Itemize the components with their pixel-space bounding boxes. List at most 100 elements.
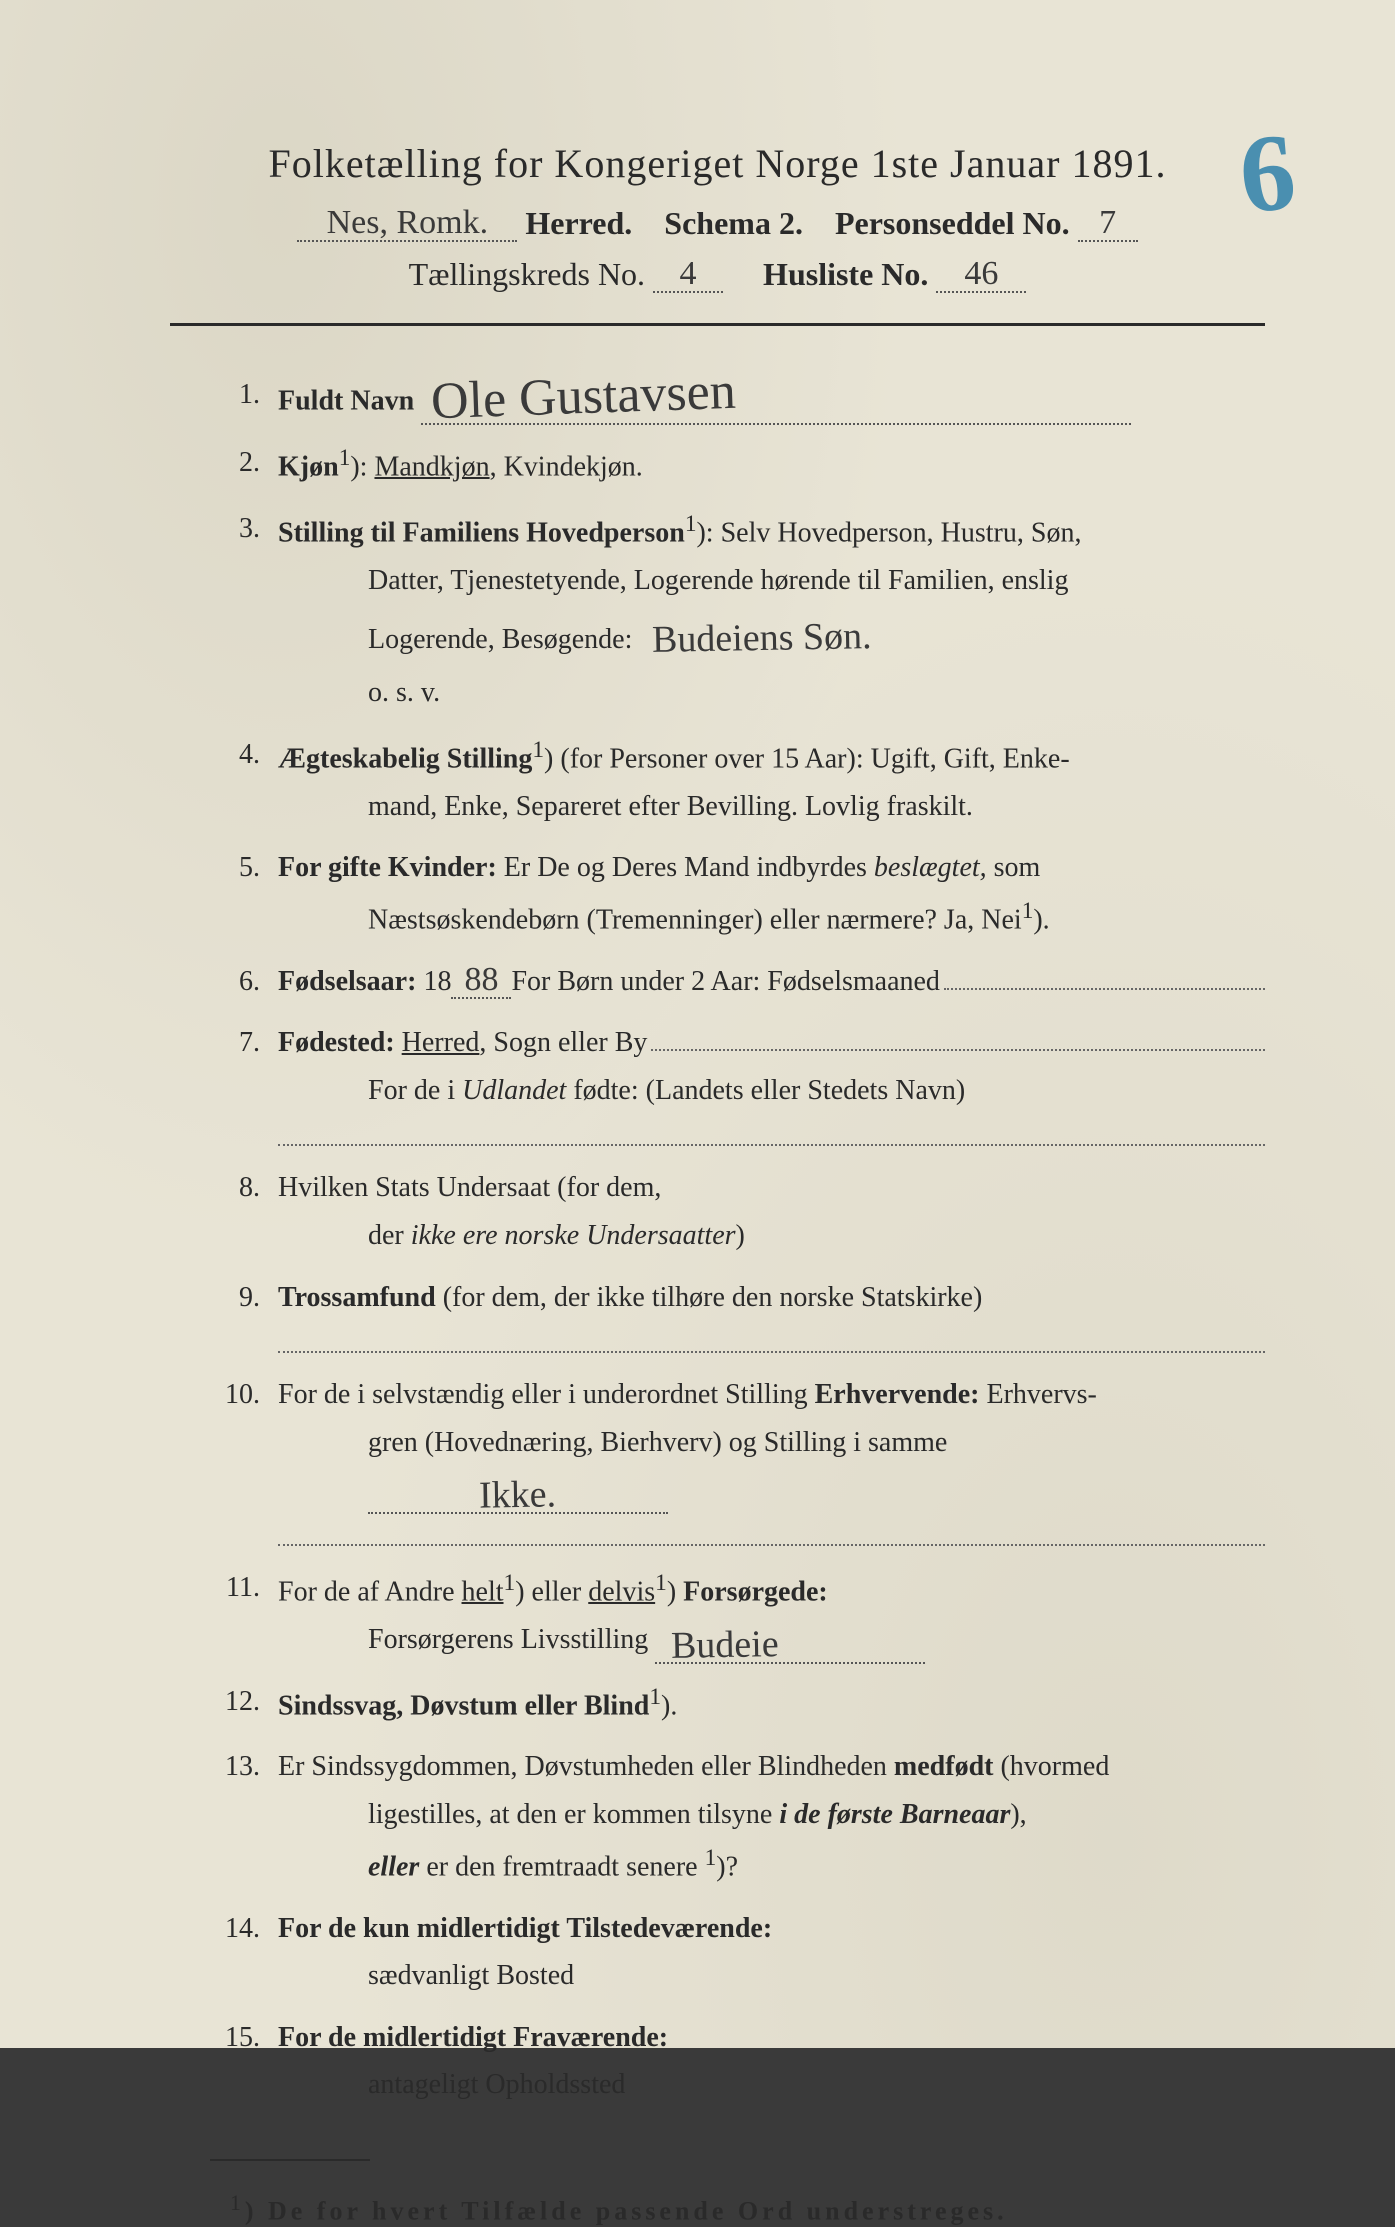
entry-3-line4: o. s. v. [278, 669, 1265, 717]
entry-12: 12. Sindssvag, Døvstum eller Blind1). [190, 1678, 1265, 1730]
entry-3-sup: 1 [685, 511, 697, 537]
entry-1: 1. Fuldt Navn Ole Gustavsen [190, 371, 1265, 425]
entry-13: 13. Er Sindssygdommen, Døvstumheden elle… [190, 1743, 1265, 1890]
entry-num-2: 2. [190, 439, 278, 487]
footnote-divider [210, 2159, 370, 2161]
entry-4-sup: 1 [532, 737, 544, 763]
entry-num-10: 10. [190, 1371, 278, 1419]
entry-3: 3. Stilling til Familiens Hovedperson1):… [190, 505, 1265, 717]
entry-3-rest: ): Selv Hovedperson, Hustru, Søn, [696, 517, 1081, 548]
entry-num-11: 11. [190, 1564, 278, 1612]
entry-13-1c: (hvormed [993, 1751, 1109, 1782]
entry-11-u1: helt [462, 1576, 504, 1607]
entry-12-sup: 1 [649, 1684, 661, 1710]
entry-3-line2: Datter, Tjenestetyende, Logerende hørend… [278, 557, 1265, 605]
entry-13-3ital: eller [368, 1851, 419, 1882]
entry-2-label: Kjøn [278, 451, 339, 482]
entry-6-label: Fødselsaar: [278, 958, 416, 1006]
entry-11-a: For de af Andre [278, 1576, 462, 1607]
entry-7-line2b: fødte: (Landets eller Stedets Navn) [566, 1075, 965, 1106]
entry-num-5: 5. [190, 844, 278, 892]
husliste-label: Husliste No. [763, 256, 928, 292]
entry-6-rest: For Børn under 2 Aar: Fødselsmaaned [511, 958, 940, 1006]
entry-11-line2: Forsørgerens Livsstilling [368, 1624, 648, 1655]
entry-9-label: Trossamfund [278, 1282, 436, 1313]
entry-14-label: For de kun midlertidigt Tilstedeværende: [278, 1913, 772, 1944]
entry-13-1b: medfødt [894, 1751, 994, 1782]
entry-2-opts-rest: , Kvindekjøn. [490, 451, 643, 482]
entry-num-4: 4. [190, 731, 278, 779]
entry-11-bold: Forsørgede: [683, 1576, 828, 1607]
entry-13-sup: 1 [705, 1845, 717, 1871]
entry-num-9: 9. [190, 1274, 278, 1322]
entry-10-line1c: Erhvervs- [979, 1379, 1096, 1410]
entry-8: 8. Hvilken Stats Undersaat (for dem, der… [190, 1164, 1265, 1259]
entry-11-b: ) eller [515, 1576, 588, 1607]
entry-8-line1: Hvilken Stats Undersaat (for dem, [278, 1172, 661, 1203]
entry-2: 2. Kjøn1): Mandkjøn, Kvindekjøn. [190, 439, 1265, 491]
entry-7-rest: , Sogn eller By [479, 1019, 647, 1067]
entry-9-blank [278, 1325, 1265, 1353]
kreds-value: 4 [680, 255, 697, 292]
entry-10: 10. For de i selvstændig eller i underor… [190, 1371, 1265, 1550]
entry-2-underlined: Mandkjøn [374, 451, 489, 482]
entry-13-2a: ligestilles, at den er kommen tilsyne [368, 1799, 779, 1830]
entry-3-label: Stilling til Familiens Hovedperson [278, 517, 685, 548]
entry-9: 9. Trossamfund (for dem, der ikke tilhør… [190, 1274, 1265, 1358]
entry-5-label: For gifte Kvinder: [278, 852, 497, 883]
entry-4: 4. Ægteskabelig Stilling1) (for Personer… [190, 731, 1265, 831]
entry-num-13: 13. [190, 1743, 278, 1791]
census-form-page: 6 Folketælling for Kongeriget Norge 1ste… [0, 0, 1395, 2048]
entry-13-2b: ), [1010, 1799, 1026, 1830]
entry-5-line2: Næstsøskendebørn (Tremenninger) eller næ… [368, 904, 1022, 935]
entry-11-hw: Budeie [665, 1624, 785, 1664]
entry-12-text: Sindssvag, Døvstum eller Blind [278, 1690, 649, 1721]
entry-12-rest: ). [661, 1690, 677, 1721]
husliste-value: 46 [964, 255, 998, 292]
entry-14-line2: sædvanligt Bosted [368, 1960, 574, 1991]
entry-5: 5. For gifte Kvinder: Er De og Deres Man… [190, 844, 1265, 944]
entry-num-8: 8. [190, 1164, 278, 1212]
entry-9-rest: (for dem, der ikke tilhøre den norske St… [436, 1282, 983, 1313]
entry-num-6: 6. [190, 958, 278, 1006]
entry-11-u2: delvis [588, 1576, 655, 1607]
header-line-3: Tællingskreds No. 4 Husliste No. 46 [170, 256, 1265, 293]
form-entries: 1. Fuldt Navn Ole Gustavsen 2. Kjøn1): M… [170, 371, 1265, 2109]
entry-6-year-prefix: 18 [423, 958, 451, 1006]
entry-10-line1b: Erhvervende: [815, 1379, 980, 1410]
personseddel-value: 7 [1099, 204, 1116, 241]
footnote-text: ) De for hvert Tilfælde passende Ord und… [245, 2197, 1008, 2226]
entry-8-ital: ikke ere norske Undersaatter [411, 1220, 736, 1251]
entry-num-1: 1. [190, 371, 278, 419]
page-corner-number: 6 [1235, 108, 1301, 239]
entry-5-rest2: som [987, 852, 1041, 883]
personseddel-label: Personseddel No. [835, 205, 1070, 241]
entry-15-label: For de midlertidigt Fraværende: [278, 2022, 668, 2053]
header-line-2: Nes, Romk. Herred. Schema 2. Personsedde… [170, 205, 1265, 242]
entry-5-sup: 1 [1022, 898, 1034, 924]
entry-7-label: Fødested: [278, 1019, 395, 1067]
entry-3-hw: Budeiens Søn. [646, 604, 879, 673]
entry-11-sup2: 1 [655, 1570, 667, 1596]
entry-3-line3a: Logerende, Besøgende: [368, 624, 632, 655]
entry-7-und: Herred [402, 1019, 480, 1067]
herred-value: Nes, Romk. [327, 204, 489, 241]
entry-11-sup1: 1 [504, 1570, 516, 1596]
entry-13-2ital: i de første Barneaar [779, 1799, 1010, 1830]
kreds-label: Tællingskreds No. [409, 256, 645, 292]
schema-label: Schema 2. [664, 205, 803, 241]
entry-8-line2a: der [368, 1220, 411, 1251]
entry-2-sup: 1 [339, 445, 351, 471]
entry-13-3a: er den fremtraadt senere [419, 1851, 704, 1882]
entry-6: 6. Fødselsaar: 1888 For Børn under 2 Aar… [190, 958, 1265, 1006]
footnote-sup: 1 [230, 2191, 245, 2215]
form-title: Folketælling for Kongeriget Norge 1ste J… [170, 140, 1265, 187]
entry-num-15: 15. [190, 2014, 278, 2062]
entry-8-line2b: ) [736, 1220, 745, 1251]
entry-10-line1a: For de i selvstændig eller i underordnet… [278, 1379, 815, 1410]
header-divider [170, 323, 1265, 326]
entry-5-ital: beslægtet, [874, 852, 987, 883]
entry-11-c: ) [667, 1576, 683, 1607]
entry-1-value: Ole Gustavsen [430, 366, 736, 429]
entry-num-14: 14. [190, 1905, 278, 1953]
